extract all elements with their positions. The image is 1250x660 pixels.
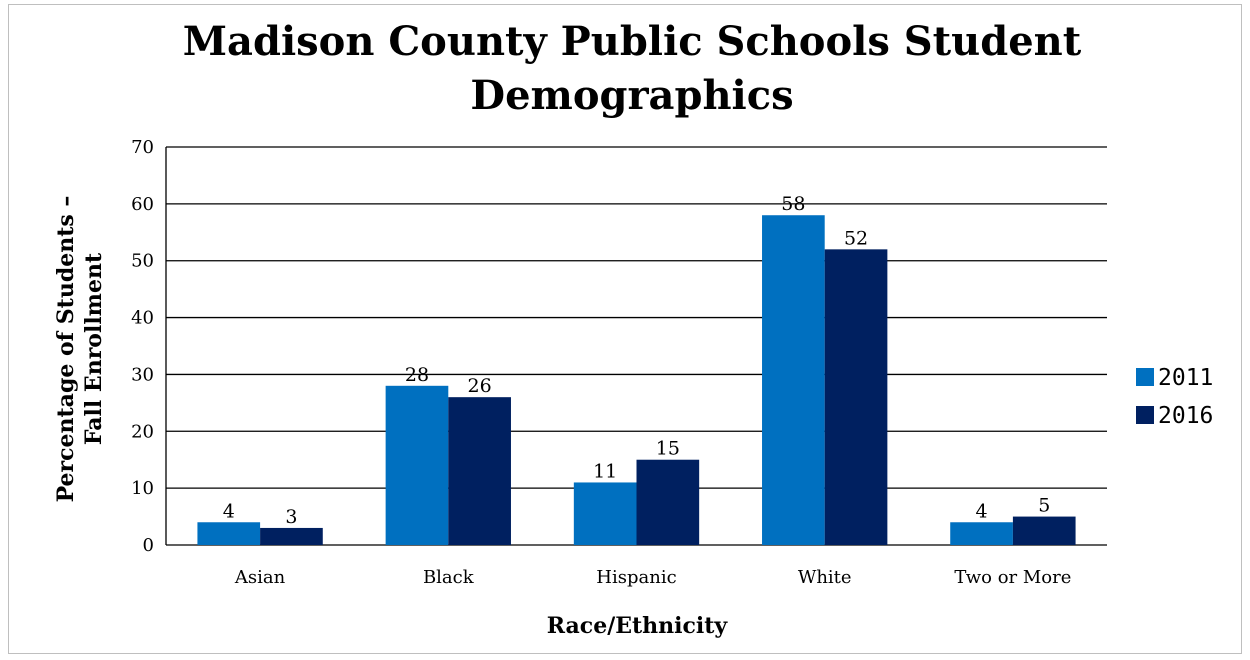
x-tick-label: Two or More <box>954 567 1071 588</box>
data-label: 58 <box>781 193 805 215</box>
data-label: 15 <box>656 438 680 460</box>
y-tick-label: 20 <box>131 421 154 442</box>
bar-asian-2016 <box>260 527 323 545</box>
data-label: 4 <box>976 500 988 522</box>
data-label: 11 <box>593 460 617 482</box>
chart-frame: Madison County Public Schools Student De… <box>8 4 1242 654</box>
data-label: 5 <box>1038 495 1050 517</box>
data-label: 28 <box>405 364 429 386</box>
bar-two-or-more-2016 <box>1012 516 1076 545</box>
x-tick-labels: Asian Black Hispanic White Two or More <box>234 567 1071 588</box>
bar-black-2016 <box>448 397 511 545</box>
data-label: 52 <box>844 227 868 249</box>
legend-swatch <box>1136 368 1154 386</box>
bar-hispanic-2011 <box>573 482 637 545</box>
bar-chart: Madison County Public Schools Student De… <box>53 18 1213 639</box>
chart-title-line-1: Madison County Public Schools Student <box>183 18 1082 65</box>
bar-white-2016 <box>824 249 888 546</box>
legend-swatch <box>1136 406 1154 424</box>
bar-two-or-more-2011 <box>950 522 1013 545</box>
y-axis-title-line-2: Fall Enrollment <box>81 252 107 445</box>
data-label: 4 <box>223 500 235 522</box>
y-axis-title: Percentage of Students – Fall Enrollment <box>53 196 107 503</box>
bar-hispanic-2016 <box>636 459 700 545</box>
y-axis-title-line-1: Percentage of Students – <box>53 196 79 503</box>
chart-title-line-2: Demographics <box>470 72 793 119</box>
y-tick-label: 70 <box>131 137 154 158</box>
x-tick-label: White <box>798 567 852 588</box>
data-label: 3 <box>285 506 297 528</box>
bar-asian-2011 <box>197 522 261 545</box>
bars <box>197 215 1076 546</box>
x-tick-label: Black <box>423 567 475 588</box>
x-tick-label: Asian <box>234 567 286 588</box>
x-axis-title: Race/Ethnicity <box>547 613 729 639</box>
y-tick-label: 60 <box>131 194 154 215</box>
y-tick-label: 40 <box>131 308 154 329</box>
legend-label: 2011 <box>1158 365 1213 391</box>
y-tick-label: 0 <box>143 535 154 556</box>
y-tick-label: 10 <box>131 478 154 499</box>
legend-label: 2016 <box>1158 403 1213 429</box>
bar-black-2011 <box>385 385 449 545</box>
x-tick-label: Hispanic <box>596 567 676 588</box>
gridlines <box>165 146 1107 546</box>
y-tick-labels: 0 10 20 30 40 50 60 70 <box>131 137 154 556</box>
y-tick-label: 50 <box>131 251 154 272</box>
legend-item: 2016 <box>1136 403 1213 429</box>
y-tick-label: 30 <box>131 364 154 385</box>
legend-item: 2011 <box>1136 365 1213 391</box>
legend: 2011 2016 <box>1136 365 1213 429</box>
data-labels: 4 3 28 26 11 15 58 52 4 5 <box>223 193 1051 528</box>
chart-title: Madison County Public Schools Student De… <box>183 18 1082 119</box>
bar-white-2011 <box>762 215 825 545</box>
data-label: 26 <box>468 375 492 397</box>
